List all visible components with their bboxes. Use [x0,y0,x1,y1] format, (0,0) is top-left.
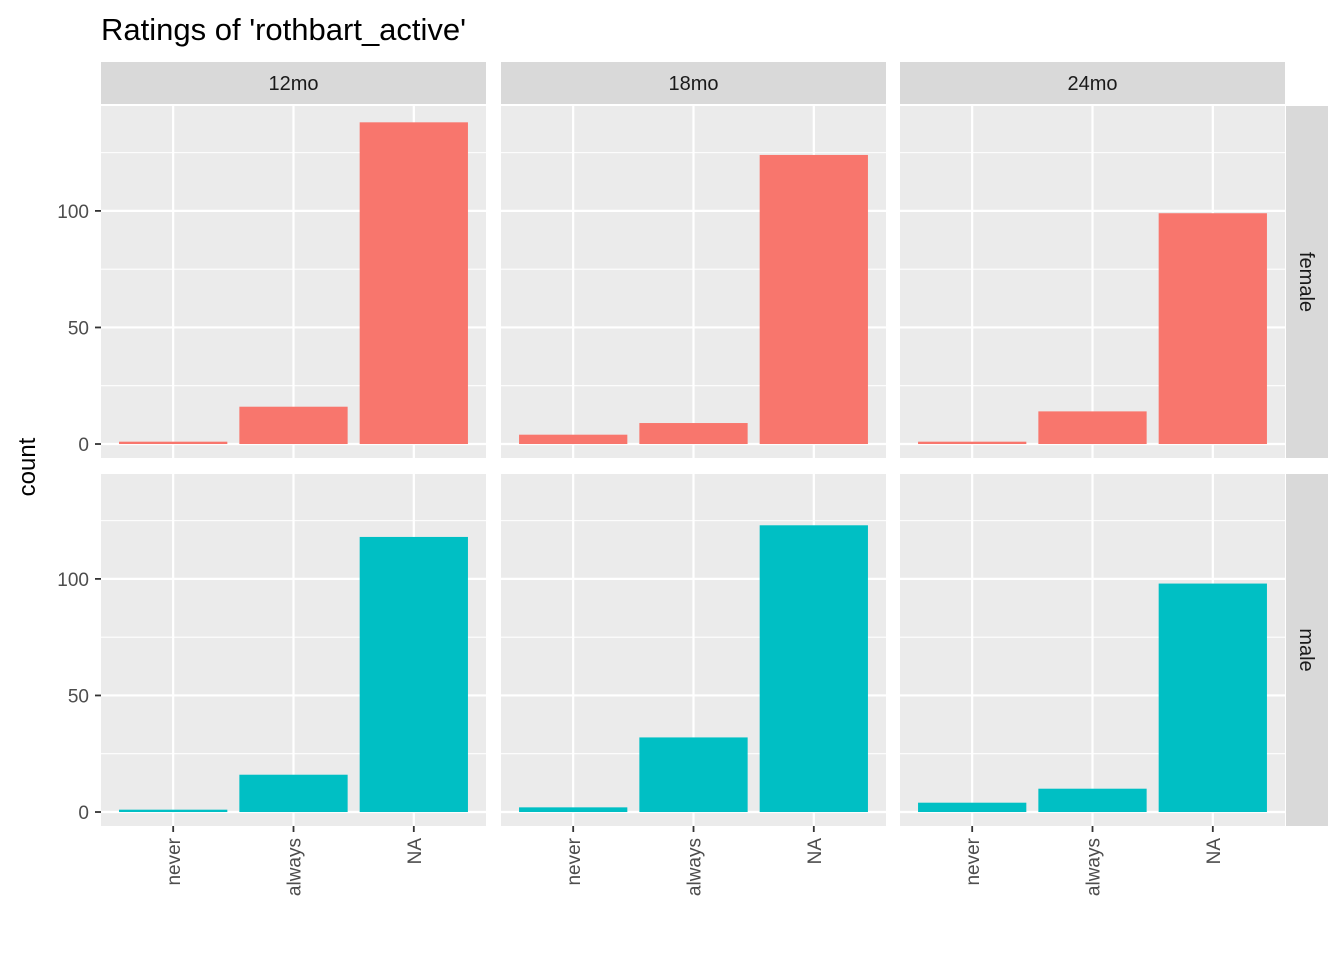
x-tick-label-never: never [164,837,185,885]
facet-strip-label-female: female [1295,252,1317,312]
bar-na-18mo-male [759,525,868,813]
facet-strip-24mo [900,62,1285,104]
panel-18mo-male [501,474,886,826]
x-tick-label-always: always [685,838,706,896]
x-tick-label-never: never [963,837,984,885]
bar-always-18mo-male [639,737,748,813]
x-tick-label-na: NA [805,838,826,865]
facet-grid: 12mo 18mo 24mo female male 0 50 100 0 50 100 never a… [57,62,1328,896]
panel-12mo-female [101,106,486,458]
x-tick-label-never: never [564,837,585,885]
facet-strip-label-18mo: 18mo [668,73,718,95]
chart-title: Ratings of 'rothbart_active' [101,12,466,47]
bar-na-24mo-female [1158,213,1267,445]
panel-24mo-female [900,106,1285,458]
facet-strip-18mo [501,62,886,104]
panel-12mo-male [101,474,486,826]
y-tick-label: 0 [78,435,89,456]
panel-18mo-female [501,106,886,458]
bar-never-12mo-female [119,441,228,445]
facet-strip-female [1286,106,1328,458]
facet-strip-label-12mo: 12mo [268,73,318,95]
x-tick-label-na: NA [405,838,426,865]
facet-strip-label-male: male [1295,628,1317,671]
bar-never-24mo-female [918,441,1027,445]
bar-always-12mo-female [239,406,348,445]
x-tick-label-na: NA [1204,838,1225,865]
bar-na-12mo-male [359,536,468,813]
bar-na-12mo-female [359,122,468,445]
x-tick-label-always: always [1084,838,1105,896]
y-tick-label: 0 [78,803,89,824]
facet-strip-male [1286,474,1328,826]
y-tick-label: 50 [68,318,89,339]
bar-always-18mo-female [639,423,748,445]
bar-always-24mo-male [1038,788,1147,813]
y-tick-label: 100 [57,202,89,223]
bar-always-24mo-female [1038,411,1147,445]
x-tick-label-always: always [285,838,306,896]
bar-na-24mo-male [1158,583,1267,813]
y-tick-label: 50 [68,686,89,707]
bar-never-18mo-female [519,434,628,445]
facet-strip-label-24mo: 24mo [1067,73,1117,95]
facet-strip-12mo [101,62,486,104]
bar-never-12mo-male [119,809,228,813]
y-axis-title: count [14,437,41,496]
y-tick-label: 100 [57,570,89,591]
panel-24mo-male [900,474,1285,826]
bar-never-18mo-male [519,807,628,813]
bar-na-18mo-female [759,154,868,445]
bar-never-24mo-male [918,802,1027,813]
bar-always-12mo-male [239,774,348,813]
